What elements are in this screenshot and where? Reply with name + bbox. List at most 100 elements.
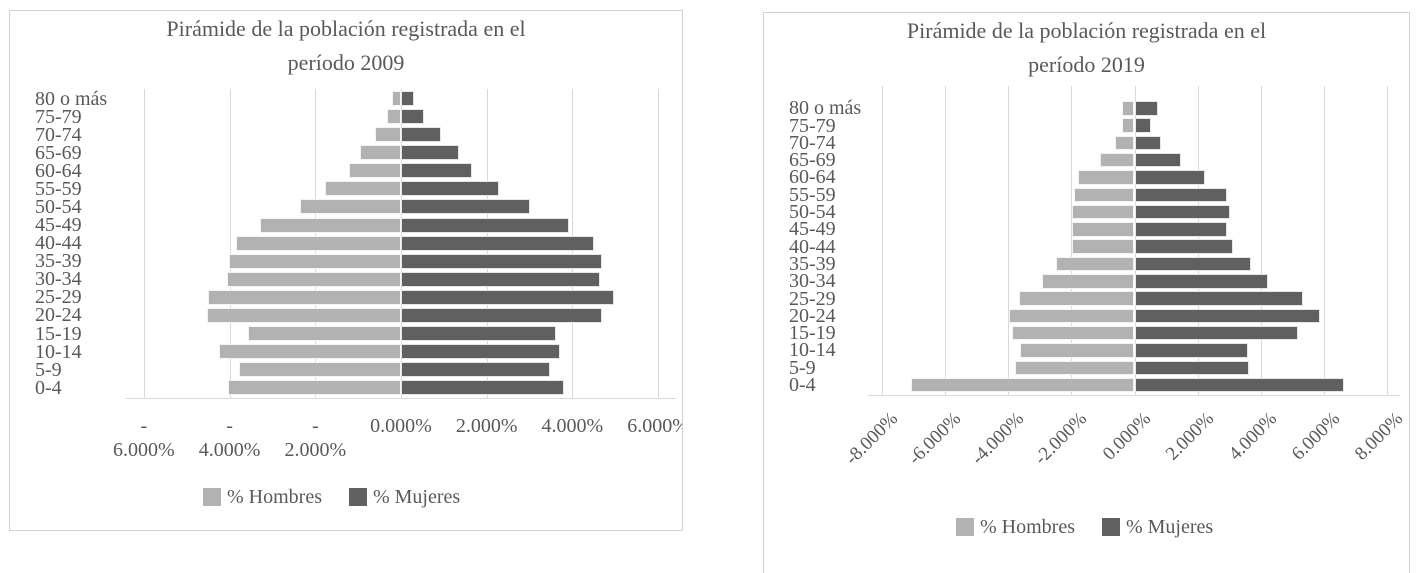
bar-mujeres xyxy=(1134,325,1298,341)
age-group-label: 45-49 xyxy=(789,218,836,241)
bar-hombres xyxy=(247,326,401,342)
bar-mujeres xyxy=(401,253,603,269)
age-group-label: 65-69 xyxy=(789,149,836,172)
bar-mujeres xyxy=(401,235,594,251)
bar-hombres xyxy=(1008,308,1135,324)
legend-swatch-hombres xyxy=(203,488,221,506)
age-group-label: 15-19 xyxy=(789,322,836,345)
x-tick-label: 4.000% xyxy=(1224,408,1281,465)
bar-hombres xyxy=(1121,118,1135,133)
x-tick-label: 8.000% xyxy=(1350,408,1408,465)
gridline xyxy=(143,89,145,398)
bar-hombres xyxy=(226,271,401,287)
bar-mujeres xyxy=(401,271,600,287)
age-group-label: 15-19 xyxy=(35,322,82,345)
bar-hombres xyxy=(228,380,401,396)
x-tick-label: 2.000% xyxy=(455,415,518,437)
x-tick-label: 4.000% xyxy=(541,415,604,437)
bar-hombres xyxy=(1114,135,1135,151)
bar-hombres xyxy=(1019,291,1135,306)
age-group-label: 20-24 xyxy=(35,304,82,327)
bar-hombres xyxy=(1072,222,1135,237)
bar-mujeres xyxy=(401,199,530,215)
bar-hombres xyxy=(235,235,401,251)
x-tick-label: 6.000% xyxy=(627,415,683,437)
bar-mujeres xyxy=(1134,187,1227,202)
chart-title-line2: período 2019 xyxy=(1028,52,1145,77)
age-group-label: 35-39 xyxy=(789,252,836,275)
x-tick-label: -8.000% xyxy=(841,408,903,470)
x-axis-line xyxy=(126,398,676,399)
bar-hombres xyxy=(1073,187,1135,202)
bar-hombres xyxy=(1122,101,1135,116)
bar-hombres xyxy=(1056,256,1135,272)
age-group-label: 65-69 xyxy=(35,141,82,164)
gridline xyxy=(658,89,660,398)
x-tick-label: - xyxy=(226,415,233,437)
x-tick-label: -4.000% xyxy=(967,408,1029,470)
bar-mujeres xyxy=(1134,360,1250,375)
bar-mujeres xyxy=(1134,239,1233,254)
bar-mujeres xyxy=(1134,152,1181,168)
bar-hombres xyxy=(219,344,401,360)
chart-title-line2: período 2009 xyxy=(287,50,405,75)
bar-hombres xyxy=(386,109,401,125)
age-group-label: 30-34 xyxy=(789,270,836,293)
age-group-label: 10-14 xyxy=(35,340,82,363)
gridline xyxy=(1260,86,1262,395)
plot-area-2009: 80 o más 75-79 70-74 65-69 60-64 55-59 50-54 45… xyxy=(10,11,682,530)
bar-hombres xyxy=(1099,152,1135,168)
age-group-label: 80 o más xyxy=(789,97,862,120)
bar-mujeres xyxy=(1134,204,1231,220)
bar-mujeres xyxy=(401,91,415,106)
legend-label-mujeres: % Mujeres xyxy=(1125,516,1214,538)
age-group-label: 5-9 xyxy=(35,358,62,381)
chart-title-line1: Pirámide de la población registrada en e… xyxy=(166,16,526,41)
bar-mujeres xyxy=(401,127,441,143)
x-tick-label: -2.000% xyxy=(1030,408,1092,470)
age-group-label: 5-9 xyxy=(789,356,816,379)
legend-label-mujeres: % Mujeres xyxy=(372,486,461,508)
bar-hombres xyxy=(1072,204,1135,220)
legend-2009: % Hombres % Mujeres xyxy=(203,486,460,508)
gridline xyxy=(1323,86,1325,395)
bar-hombres xyxy=(1014,360,1135,375)
bar-hombres xyxy=(259,217,401,233)
bar-hombres xyxy=(1072,239,1135,254)
bar-mujeres xyxy=(401,145,459,161)
gridline xyxy=(229,89,231,398)
bar-hombres xyxy=(1042,274,1135,289)
x-tick-label: 2.000% xyxy=(284,439,347,461)
gridline xyxy=(882,86,884,395)
x-axis-line xyxy=(868,395,1400,396)
bar-hombres xyxy=(206,307,401,323)
bar-mujeres xyxy=(1134,343,1248,358)
age-group-label: 50-54 xyxy=(35,195,82,218)
bar-mujeres xyxy=(401,217,569,233)
age-group-label: 80 o más xyxy=(35,87,108,110)
bar-mujeres xyxy=(401,380,565,396)
bar-hombres xyxy=(300,199,401,215)
x-tick-label: 2.000% xyxy=(1161,408,1218,465)
chart-title-2019: Pirámide de la población registrada en e… xyxy=(764,14,1409,82)
bar-mujeres xyxy=(1134,118,1152,133)
bar-mujeres xyxy=(1134,170,1205,185)
bar-hombres xyxy=(1019,343,1135,358)
age-group-label: 75-79 xyxy=(35,105,82,128)
legend-swatch-mujeres xyxy=(348,488,367,506)
x-tick-label: 6.000% xyxy=(113,439,175,461)
bar-mujeres xyxy=(1134,274,1268,289)
legend-label-hombres: % Hombres xyxy=(227,486,322,508)
x-tick-label: - xyxy=(311,415,319,437)
age-group-label: 55-59 xyxy=(789,183,836,206)
age-group-label: 35-39 xyxy=(35,250,82,273)
x-tick-label: 0.000% xyxy=(370,415,432,437)
bar-mujeres xyxy=(401,109,424,125)
bar-hombres xyxy=(375,127,401,143)
age-group-label: 40-44 xyxy=(35,232,82,255)
bar-mujeres xyxy=(1134,308,1321,324)
chart-title-line1: Pirámide de la población registrada en e… xyxy=(906,18,1267,43)
bar-mujeres xyxy=(401,181,500,197)
age-group-label: 40-44 xyxy=(789,235,836,258)
